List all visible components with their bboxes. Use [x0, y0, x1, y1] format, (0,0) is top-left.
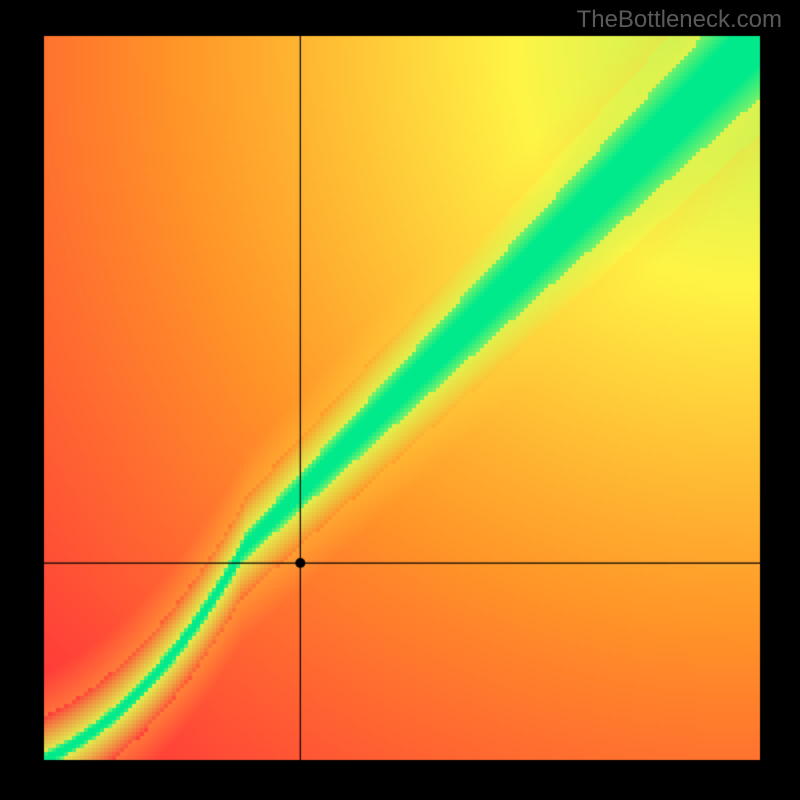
- bottleneck-heatmap: [0, 0, 800, 800]
- watermark-text: TheBottleneck.com: [577, 6, 782, 34]
- chart-container: TheBottleneck.com: [0, 0, 800, 800]
